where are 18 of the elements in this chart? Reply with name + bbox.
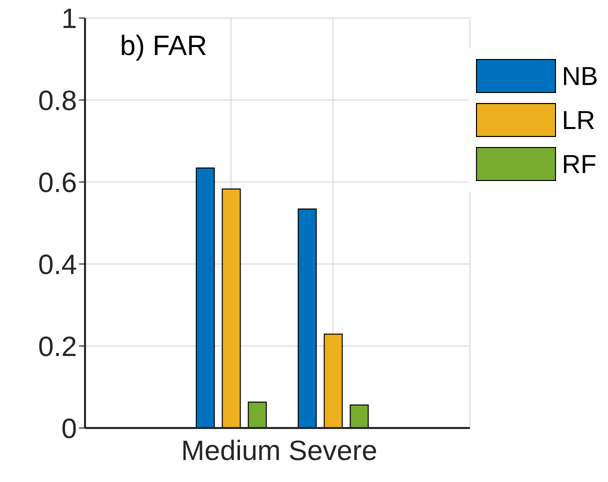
legend-label: LR: [562, 104, 596, 136]
panel-label: b) FAR: [120, 30, 208, 62]
bar: [298, 208, 317, 428]
y-tick-label: 0.2: [38, 330, 77, 362]
y-tick-label: 0.4: [38, 248, 77, 280]
bar: [350, 404, 369, 428]
legend-label: NB: [562, 60, 598, 92]
y-tick-label: 0.8: [38, 84, 77, 116]
y-tick-label: 1: [61, 2, 77, 34]
x-tick-label: Medium: [181, 434, 281, 466]
bar: [324, 334, 343, 428]
bar: [248, 402, 267, 428]
bar: [222, 188, 241, 428]
y-tick-label: 0: [61, 412, 77, 444]
legend-label: RF: [562, 148, 597, 180]
x-tick-label: Severe: [288, 434, 378, 466]
bar: [196, 168, 215, 428]
y-tick-label: 0.6: [38, 166, 77, 198]
